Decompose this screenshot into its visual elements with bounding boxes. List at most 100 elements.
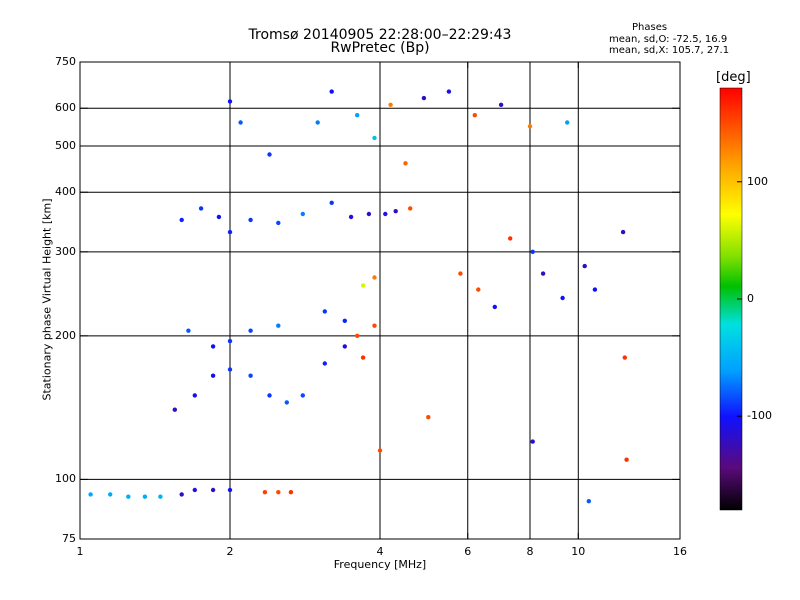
echo-point <box>366 211 372 217</box>
chart-title: Tromsø 20140905 22:28:00–22:29:43 <box>248 27 512 43</box>
echo-point <box>472 113 477 118</box>
echo-point <box>372 275 377 280</box>
echo-point <box>238 120 243 125</box>
echo-point <box>262 490 268 495</box>
echo-point <box>248 217 253 223</box>
echo-point <box>300 393 305 398</box>
echo-point <box>446 89 452 94</box>
echo-point <box>192 487 197 493</box>
echo-point <box>186 328 191 333</box>
echo-point <box>88 492 93 497</box>
colorbar-tick-label: -100 <box>747 409 772 423</box>
echo-point <box>126 494 131 499</box>
echo-point <box>342 344 347 349</box>
echo-point <box>498 102 504 108</box>
echo-point <box>329 89 334 94</box>
phases-o-stats: mean, sd,O: -72.5, 16.9 <box>609 34 728 45</box>
y-tick-label: 200 <box>55 328 76 342</box>
echo-point <box>624 457 629 462</box>
echo-point <box>172 407 177 412</box>
echo-point <box>530 439 535 444</box>
echo-point <box>216 214 222 220</box>
y-tick-label: 100 <box>55 472 76 486</box>
echo-point <box>560 295 565 301</box>
echo-point <box>227 229 233 235</box>
echo-point <box>267 152 272 157</box>
colorbar-tick-label: 100 <box>747 174 768 188</box>
echo-point <box>527 124 533 129</box>
y-tick-label: 300 <box>55 244 76 258</box>
echo-point <box>288 490 294 495</box>
echo-point <box>393 209 398 214</box>
echo-point <box>426 415 431 420</box>
echo-point <box>403 161 408 166</box>
axis-ticks <box>79 61 681 540</box>
echo-point <box>276 220 281 226</box>
echo-point <box>582 263 587 269</box>
phases-x-stats: mean, sd,X: 105.7, 27.1 <box>609 45 730 56</box>
echo-point <box>383 211 388 217</box>
echo-point <box>158 494 163 499</box>
echo-point <box>476 287 481 292</box>
echo-point <box>458 271 463 276</box>
echo-point <box>377 448 383 453</box>
echo-point <box>508 236 513 241</box>
echo-point <box>267 393 272 398</box>
echo-point <box>300 211 305 217</box>
colorbar-ticks <box>737 181 742 417</box>
echo-point <box>108 492 113 497</box>
x-tick-label: 6 <box>464 545 472 558</box>
echo-point <box>355 333 360 338</box>
echo-point <box>322 361 327 366</box>
echo-point <box>192 393 197 398</box>
echo-point <box>210 373 216 378</box>
echo-point <box>388 102 393 108</box>
echo-point <box>492 304 497 310</box>
echo-point <box>276 323 281 328</box>
echo-point <box>179 217 184 223</box>
echo-point <box>179 492 184 497</box>
echo-point <box>372 135 377 141</box>
x-axis-label: Frequency [MHz] <box>333 558 427 571</box>
y-tick-label: 600 <box>55 101 76 115</box>
echo-point <box>530 249 535 254</box>
echo-point <box>620 229 626 235</box>
y-tick-label: 750 <box>55 55 76 68</box>
echo-point <box>592 287 598 292</box>
echo-point <box>565 120 570 125</box>
y-tick-label: 75 <box>62 532 76 545</box>
echo-point <box>622 355 627 360</box>
colorbar-tick-label: 0 <box>747 292 754 305</box>
x-tick-label: 16 <box>673 545 687 558</box>
data-points <box>88 89 629 504</box>
echo-point <box>322 309 327 314</box>
echo-point <box>227 367 233 372</box>
echo-point <box>227 99 233 104</box>
echo-point <box>355 113 360 118</box>
echo-point <box>540 271 546 276</box>
echo-point <box>227 338 233 344</box>
echo-point <box>276 490 281 495</box>
y-tick-label: 500 <box>55 138 76 152</box>
echo-point <box>210 487 216 493</box>
y-tick-label: 400 <box>55 185 76 199</box>
echo-point <box>360 283 366 288</box>
x-tick-label: 1 <box>76 545 84 558</box>
x-tick-label: 10 <box>571 545 586 558</box>
echo-point <box>408 206 413 211</box>
gridlines <box>80 62 680 539</box>
echo-point <box>227 487 233 493</box>
chart-subtitle: RwPretec (Bp) <box>330 40 430 56</box>
echo-point <box>142 494 148 499</box>
echo-point <box>198 206 204 211</box>
echo-point <box>248 373 253 378</box>
x-tick-label: 8 <box>526 545 534 558</box>
echo-point <box>315 120 320 125</box>
phases-title: Phases <box>632 22 668 33</box>
echo-point <box>248 328 253 333</box>
echo-point <box>284 400 289 405</box>
echo-point <box>360 355 366 360</box>
echo-point <box>348 214 354 220</box>
